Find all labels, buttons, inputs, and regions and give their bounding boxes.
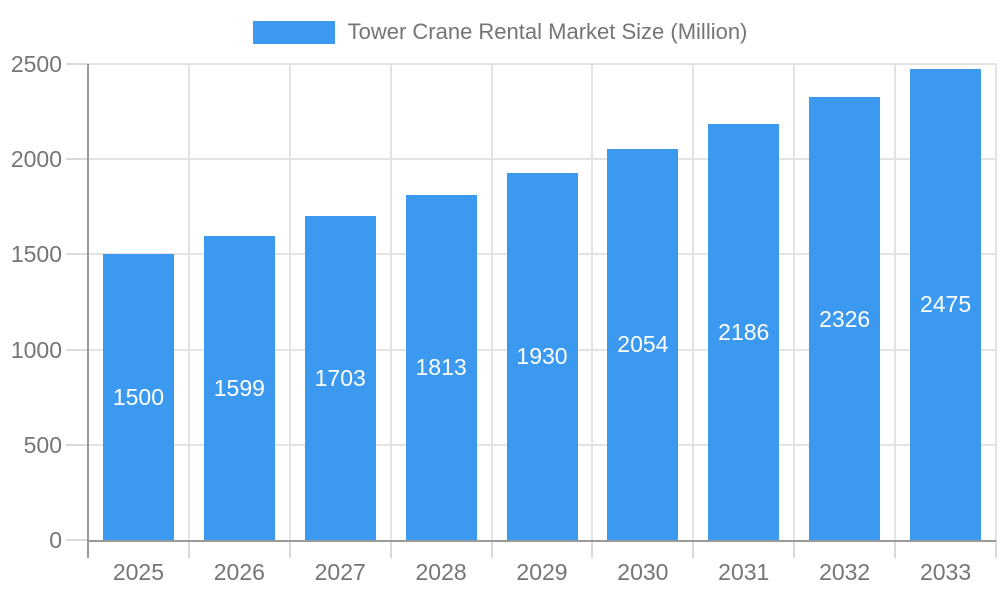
bar — [405, 194, 477, 540]
gridline-y — [88, 63, 996, 65]
bar-value-label: 2186 — [718, 318, 770, 345]
bar — [809, 97, 881, 540]
x-tick-label: 2026 — [213, 559, 265, 585]
bar — [708, 123, 780, 540]
bar-value-label: 1500 — [112, 384, 165, 411]
y-tick-label: 1500 — [10, 241, 62, 268]
x-tick-label: 2033 — [919, 559, 972, 585]
gridline-x — [793, 64, 796, 540]
bar — [506, 172, 578, 540]
bar-value-label: 1930 — [516, 343, 568, 370]
gridline-x — [692, 64, 695, 540]
bar — [304, 215, 376, 540]
bar-value-label: 2326 — [819, 305, 871, 332]
y-axis-tick — [66, 443, 88, 446]
gridline-x — [389, 64, 392, 540]
x-tick-label: 2025 — [112, 559, 165, 585]
bar-value-label: 2475 — [919, 291, 972, 318]
x-axis-line — [87, 540, 996, 542]
y-axis-tick — [66, 158, 88, 161]
y-tick-label: 2000 — [10, 146, 62, 173]
x-axis-tick — [187, 540, 190, 558]
bar-value-label: 1813 — [415, 354, 467, 381]
x-tick-label: 2029 — [516, 559, 568, 585]
y-axis-line — [87, 64, 89, 558]
x-tick-label: 2028 — [415, 559, 467, 585]
x-axis-tick — [288, 540, 291, 558]
x-tick-label: 2030 — [617, 559, 669, 585]
gridline-x — [894, 64, 897, 540]
x-axis-tick — [389, 540, 392, 558]
bar — [102, 254, 174, 540]
gridline-x — [995, 64, 997, 540]
bar — [607, 148, 679, 540]
y-tick-label: 1000 — [10, 336, 62, 363]
y-tick-label: 2500 — [10, 51, 62, 77]
y-axis-tick — [66, 539, 88, 541]
x-axis-tick — [793, 540, 796, 558]
x-tick-label: 2027 — [314, 559, 366, 585]
x-axis-tick — [692, 540, 695, 558]
y-tick-label: 500 — [23, 431, 62, 458]
gridline-x — [591, 64, 594, 540]
y-tick-label: 0 — [49, 527, 62, 553]
legend-swatch-icon — [252, 20, 335, 44]
y-axis-tick — [66, 348, 88, 351]
x-axis-tick — [995, 540, 997, 558]
bar — [203, 235, 275, 540]
x-axis-tick — [490, 540, 493, 558]
gridline-x — [288, 64, 291, 540]
bar — [910, 68, 982, 540]
gridline-x — [187, 64, 190, 540]
chart-legend[interactable]: Tower Crane Rental Market Size (Million) — [0, 19, 1000, 45]
gridline-y — [88, 158, 996, 161]
bar-value-label: 2054 — [617, 331, 669, 358]
bar-value-label: 1599 — [213, 374, 265, 401]
x-axis-tick — [591, 540, 594, 558]
x-tick-label: 2031 — [718, 559, 770, 585]
gridline-x — [490, 64, 493, 540]
x-tick-label: 2032 — [819, 559, 871, 585]
x-axis-tick — [894, 540, 897, 558]
legend-label: Tower Crane Rental Market Size (Million) — [347, 19, 748, 44]
y-axis-tick — [66, 63, 88, 65]
y-axis-tick — [66, 253, 88, 256]
bar-value-label: 1703 — [314, 364, 366, 391]
